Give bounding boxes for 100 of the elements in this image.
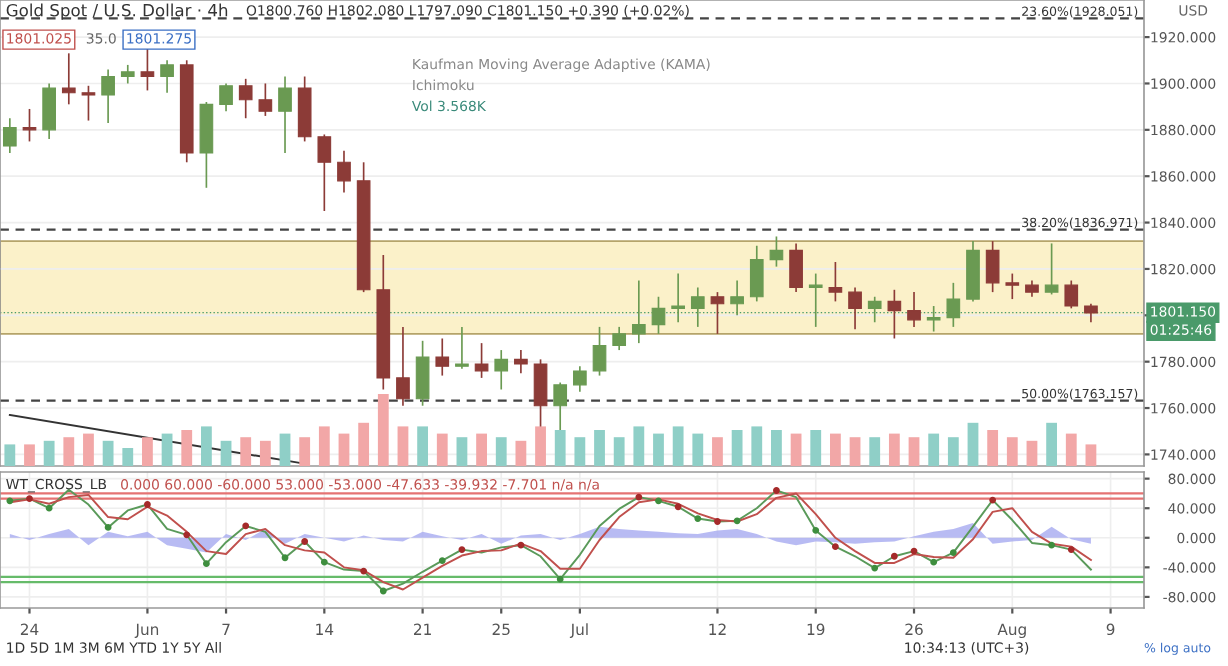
point [26,495,33,503]
point [242,522,250,530]
point [949,549,957,556]
point [438,557,446,565]
candlestick [1064,279,1079,310]
bar [200,426,212,466]
bar [299,437,311,466]
point [45,504,53,512]
point [104,524,112,531]
bar [83,433,94,466]
candlestick [985,240,1000,293]
bar [240,437,252,466]
bar [633,426,645,466]
bar [594,430,605,466]
bar [888,433,900,466]
bar [829,433,841,466]
bar [908,437,920,466]
candlestick [1005,272,1020,300]
bar [535,426,546,466]
bar [515,440,527,466]
bar [947,437,959,466]
candlestick [946,282,961,328]
point [635,493,643,501]
candlestick [474,342,489,379]
bar [967,422,979,466]
bar [161,433,173,466]
bar [869,437,881,466]
candlestick [337,149,351,194]
bar [1006,437,1018,466]
candlestick [730,279,744,317]
candlestick [612,326,627,351]
candlestick [455,326,469,370]
candlestick [592,326,607,377]
bar [810,430,822,466]
bar [397,426,409,466]
point [1048,541,1056,549]
bar [259,440,271,466]
bar [1046,422,1058,466]
bar [122,448,134,466]
point [831,543,839,551]
bar [220,440,232,466]
point [733,517,741,525]
candlestick [1084,302,1098,324]
point [655,497,662,505]
candlestick [651,295,666,335]
point [360,567,368,575]
bar [771,430,782,466]
point [1067,546,1075,554]
point [989,496,997,504]
candlestick [907,291,921,328]
point [694,515,702,522]
bar [1065,433,1077,466]
candlestick [887,288,902,340]
bar [338,433,350,466]
bar [24,444,35,466]
bar [731,430,743,466]
chart-title: Gold Spot / U.S. Dollar · 4h [6,3,228,20]
point [930,558,938,566]
candlestick [42,82,56,140]
bar [63,437,75,466]
bar [476,433,487,466]
candlestick [494,349,509,391]
candlestick [258,82,273,117]
candlestick [238,77,253,120]
point [202,560,210,568]
point [556,575,564,583]
point [281,554,289,562]
bar [495,437,507,466]
bar [653,433,664,466]
point [773,487,780,494]
bar [142,437,153,466]
bar [102,440,114,466]
candlestick [278,75,292,154]
point [812,526,820,534]
bar [417,426,429,466]
candlestick [61,52,76,106]
candlestick [848,286,862,331]
bar [672,426,684,466]
point [458,546,466,554]
bar [1026,440,1038,466]
candlestick [415,339,430,407]
candlestick [120,64,135,85]
candlestick [140,45,155,92]
point [320,558,328,566]
bar [318,426,330,466]
candlestick [160,59,174,94]
bar [849,437,861,466]
point [183,531,191,539]
bar [751,426,763,466]
candlestick [789,242,803,293]
point [714,518,721,525]
point [890,552,898,560]
candlestick [2,117,17,154]
bar [1085,444,1097,466]
bar [574,437,586,466]
candlestick [690,286,705,328]
candlestick [828,261,843,303]
bar [790,433,802,466]
point [674,503,682,511]
point [517,541,525,549]
